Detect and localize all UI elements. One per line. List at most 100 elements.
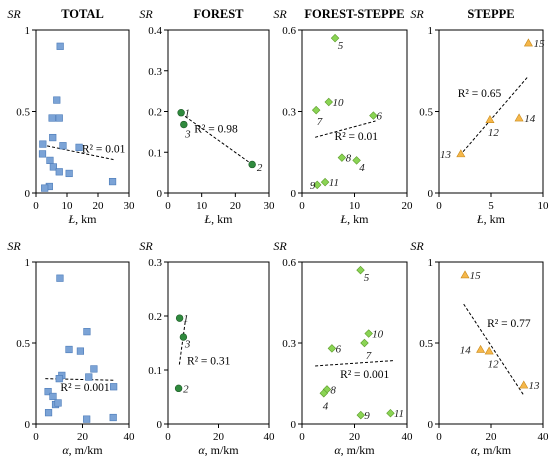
point-label: 2 <box>257 162 263 174</box>
x-tick-label: 0 <box>165 431 171 443</box>
trend-line <box>42 144 114 161</box>
data-point-diamond <box>360 338 369 348</box>
x-tick-label: 20 <box>93 200 105 212</box>
x-axis-label-unit: , km <box>484 212 506 226</box>
panel-3: 0 0.3 0.6 0 10 20 SR FOREST-STEPPE Ł, km R² = 0.0… <box>273 7 413 226</box>
trend-line <box>459 76 528 156</box>
y-tick-label: 0 <box>25 419 31 431</box>
data-point-triangle <box>460 270 470 279</box>
x-axis-label-unit: , m/km <box>205 443 240 457</box>
r2-label: R² = 0.01 <box>82 143 126 155</box>
y-axis-label: SR <box>273 239 287 253</box>
data-point-square <box>48 114 56 122</box>
panel-6: 0 0.1 0.2 0.3 0 20 40 SR α, m/km R² = 0.31 1 3 2 <box>139 239 275 457</box>
y-tick-label: 0.2 <box>148 107 162 119</box>
point-label: 10 <box>332 97 344 109</box>
data-point-square <box>75 143 83 151</box>
r2-label: R² = 0.65 <box>458 88 502 100</box>
x-tick-label: 10 <box>538 200 550 212</box>
trend-line <box>314 120 376 138</box>
x-axis-label-variable: α <box>334 443 341 457</box>
r2-label: R² = 0.31 <box>187 356 231 368</box>
point-label: 2 <box>183 383 189 395</box>
x-tick-label: 20 <box>213 431 225 443</box>
y-tick-label: 0 <box>291 188 297 200</box>
data-point-square <box>108 177 117 186</box>
y-tick-label: 1 <box>428 257 434 269</box>
trend-line <box>178 320 186 365</box>
point-label: 5 <box>364 272 370 284</box>
x-axis-label-variable: Ł <box>67 212 75 226</box>
point-label: 14 <box>524 113 536 125</box>
data-point-square <box>110 383 118 391</box>
y-tick-label: 0.2 <box>148 311 162 323</box>
y-tick-label: 1 <box>25 257 31 269</box>
data-point-square <box>49 163 57 171</box>
data-point-circle <box>179 333 188 341</box>
x-axis-label: Ł, km <box>67 212 97 226</box>
panel-8: 0 0.5 1 0 20 40 SR α, m/km R² = 0.77 15 14 12 13 <box>410 239 549 457</box>
point-label: 9 <box>310 180 316 192</box>
point-label: 10 <box>372 329 384 341</box>
x-axis-label-variable: Ł <box>203 212 211 226</box>
point-label: 5 <box>338 40 344 52</box>
y-axis-label: SR <box>139 7 153 21</box>
x-axis-label-variable: α <box>62 443 69 457</box>
y-axis-label: SR <box>273 7 287 21</box>
y-tick-label: 0.3 <box>148 257 162 269</box>
x-axis-label-variable: α <box>198 443 205 457</box>
x-tick-label: 0 <box>33 200 39 212</box>
x-tick-label: 30 <box>264 200 276 212</box>
data-point-triangle <box>514 113 524 122</box>
data-point-square <box>55 168 63 176</box>
point-label: 6 <box>377 111 383 123</box>
point-label: 11 <box>394 408 404 420</box>
x-tick-label: 20 <box>349 431 361 443</box>
data-point-square <box>41 184 49 192</box>
data-point-square <box>55 375 63 383</box>
x-axis-label: Ł, km <box>203 212 233 226</box>
point-label: 7 <box>366 350 372 362</box>
data-point-square <box>83 328 91 336</box>
data-point-triangle <box>456 149 466 158</box>
data-point-square <box>53 96 61 104</box>
x-tick-label: 10 <box>196 200 208 212</box>
point-label: 9 <box>364 410 370 422</box>
y-axis-label: SR <box>410 239 424 253</box>
x-axis-label-unit: , m/km <box>341 443 376 457</box>
trend-line <box>315 360 394 367</box>
y-tick-label: 0.3 <box>282 107 296 119</box>
trend-line <box>180 113 253 165</box>
data-point-triangle <box>476 344 486 353</box>
data-point-circle <box>180 120 188 129</box>
x-axis-label-unit: , km <box>75 212 97 226</box>
data-point-square <box>65 169 73 178</box>
data-point-diamond <box>337 153 347 162</box>
data-point-square <box>39 140 47 148</box>
y-tick-label: 0.5 <box>16 107 30 119</box>
data-point-square <box>54 399 62 407</box>
y-axis-label: SR <box>7 7 21 21</box>
data-point-square <box>109 413 117 422</box>
data-point-diamond <box>352 156 361 165</box>
y-tick-label: 0 <box>428 188 434 200</box>
data-point-diamond <box>324 97 333 107</box>
x-axis-label-variable: Ł <box>339 212 347 226</box>
x-tick-label: 0 <box>299 431 305 443</box>
data-point-square <box>83 415 91 423</box>
point-label: 13 <box>528 380 540 392</box>
y-tick-label: 0 <box>25 188 31 200</box>
x-axis-label: Ł, km <box>339 212 369 226</box>
y-tick-label: 0 <box>157 419 163 431</box>
data-point-diamond <box>369 111 378 120</box>
data-point-square <box>56 42 64 50</box>
data-point-square <box>49 392 57 401</box>
r2-label: R² = 0.98 <box>194 124 238 136</box>
x-tick-label: 10 <box>349 200 361 212</box>
data-point-square <box>59 142 67 150</box>
data-point-triangle <box>519 380 529 389</box>
x-axis-label-variable: Ł <box>476 212 484 226</box>
data-point-square <box>85 373 93 381</box>
